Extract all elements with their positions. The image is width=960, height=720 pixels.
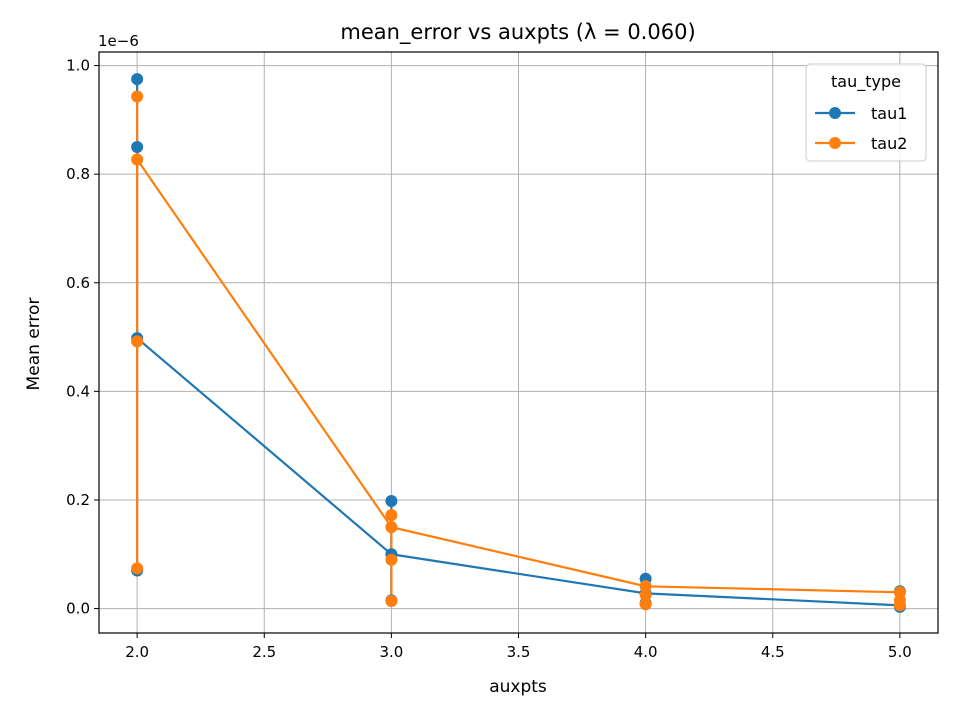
series-tau2-point — [639, 588, 652, 601]
legend-title: tau_type — [831, 72, 901, 92]
series-tau1-point — [385, 495, 398, 508]
series-tau1-point — [131, 73, 144, 86]
legend-entry-label: tau1 — [871, 104, 907, 123]
series-tau2-point — [131, 562, 144, 575]
series-tau2-point — [893, 599, 906, 612]
y-tick-label: 0.8 — [66, 165, 90, 183]
x-tick-label: 3.0 — [379, 643, 403, 661]
legend-entry-label: tau2 — [871, 134, 907, 153]
series-tau2-point — [385, 594, 398, 607]
y-tick-label: 0.2 — [66, 491, 90, 509]
x-axis-label: auxpts — [489, 677, 547, 697]
series-tau1-line — [136, 337, 900, 607]
series-tau2-point — [639, 580, 652, 593]
legend-swatch-marker — [829, 137, 841, 149]
chart-title: mean_error vs auxpts (λ = 0.060) — [340, 20, 695, 45]
x-tick-label: 3.5 — [507, 643, 531, 661]
x-tick-label: 4.0 — [634, 643, 658, 661]
x-tick-label: 4.5 — [761, 643, 785, 661]
series-tau2-point — [131, 335, 144, 348]
series-tau2-point — [385, 509, 398, 522]
y-tick-label: 0.0 — [66, 600, 90, 618]
series-tau1-point — [131, 141, 144, 154]
grid — [99, 52, 938, 633]
series-tau2-point — [131, 90, 144, 103]
legend-swatch-marker — [829, 107, 841, 119]
y-axis-label: Mean error — [24, 298, 44, 391]
x-tick-label: 2.0 — [125, 643, 149, 661]
y-offset-label: 1e−6 — [98, 32, 139, 50]
x-tick-label: 5.0 — [888, 643, 912, 661]
legend: tau_type tau1 tau2 — [805, 63, 927, 162]
series-points — [131, 73, 906, 613]
legend-box — [805, 63, 927, 162]
x-axis-ticks: 2.0 2.5 3.0 3.5 4.0 4.5 5.0 — [125, 633, 912, 661]
series-tau2-point — [385, 553, 398, 566]
series-tau2-point — [385, 521, 398, 534]
series-tau2-line — [136, 158, 900, 594]
series-tau2-point — [131, 153, 144, 166]
x-tick-label: 2.5 — [252, 643, 276, 661]
series-tau2-point — [639, 598, 652, 611]
y-tick-label: 0.6 — [66, 274, 90, 292]
legend-entries: tau1 tau2 — [815, 104, 907, 153]
y-axis-ticks: 0.0 0.2 0.4 0.6 0.8 1.0 — [66, 57, 99, 618]
y-tick-label: 1.0 — [66, 57, 90, 75]
y-tick-label: 0.4 — [66, 382, 90, 400]
